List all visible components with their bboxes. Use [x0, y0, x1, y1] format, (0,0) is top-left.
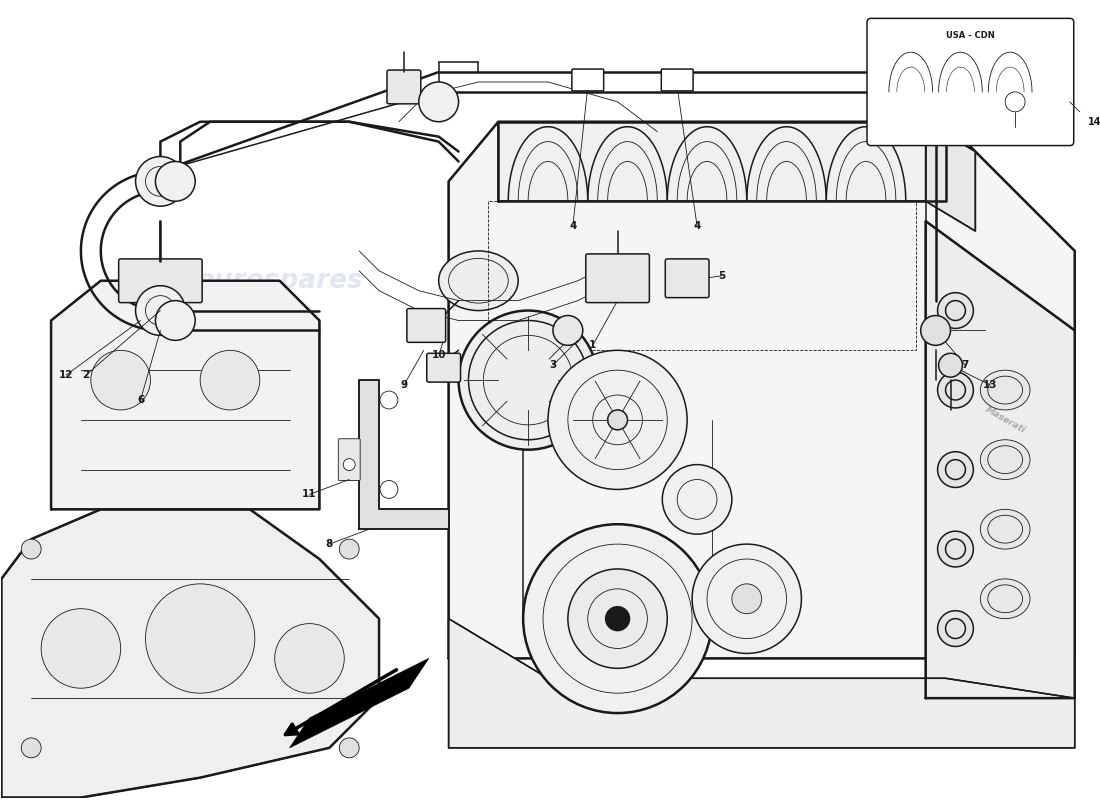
Polygon shape: [449, 618, 1075, 748]
Circle shape: [692, 544, 802, 654]
Ellipse shape: [980, 370, 1030, 410]
Text: 8: 8: [326, 539, 333, 549]
Circle shape: [339, 738, 360, 758]
Text: 11: 11: [302, 490, 317, 499]
Polygon shape: [926, 122, 976, 231]
Polygon shape: [926, 221, 1075, 698]
Circle shape: [343, 458, 355, 470]
Ellipse shape: [459, 310, 597, 450]
Text: eurospares: eurospares: [196, 268, 363, 294]
Circle shape: [21, 738, 41, 758]
FancyBboxPatch shape: [387, 70, 421, 104]
Text: eurospares: eurospares: [564, 566, 730, 592]
Circle shape: [606, 606, 629, 630]
Text: USA - CDN: USA - CDN: [946, 30, 994, 40]
Circle shape: [607, 410, 627, 430]
Text: 9: 9: [400, 380, 407, 390]
Text: 10: 10: [431, 350, 446, 360]
Ellipse shape: [439, 251, 518, 310]
Circle shape: [200, 350, 260, 410]
Circle shape: [155, 301, 195, 340]
Circle shape: [921, 315, 950, 346]
Circle shape: [937, 452, 974, 487]
Polygon shape: [498, 122, 946, 202]
Circle shape: [419, 82, 459, 122]
Text: 4: 4: [569, 221, 576, 231]
Polygon shape: [51, 281, 319, 510]
FancyArrowPatch shape: [285, 670, 396, 734]
Circle shape: [937, 531, 974, 567]
FancyBboxPatch shape: [572, 69, 604, 91]
Circle shape: [379, 391, 398, 409]
Circle shape: [135, 157, 185, 206]
Circle shape: [937, 372, 974, 408]
Circle shape: [568, 569, 668, 668]
Polygon shape: [449, 122, 1075, 658]
FancyBboxPatch shape: [586, 254, 649, 302]
FancyBboxPatch shape: [666, 259, 710, 298]
Text: 13: 13: [983, 380, 998, 390]
Text: Maserati: Maserati: [983, 405, 1026, 435]
Circle shape: [662, 465, 732, 534]
Ellipse shape: [980, 440, 1030, 479]
Circle shape: [275, 624, 344, 693]
Circle shape: [145, 584, 255, 693]
Text: 3: 3: [549, 360, 557, 370]
Circle shape: [21, 539, 41, 559]
Circle shape: [155, 162, 195, 202]
Polygon shape: [360, 380, 449, 529]
Text: 4: 4: [693, 221, 701, 231]
FancyBboxPatch shape: [661, 69, 693, 91]
Circle shape: [135, 286, 185, 335]
Polygon shape: [289, 658, 429, 748]
Circle shape: [938, 354, 962, 377]
Circle shape: [732, 584, 761, 614]
Text: 7: 7: [961, 360, 969, 370]
FancyBboxPatch shape: [427, 354, 461, 382]
FancyBboxPatch shape: [119, 259, 202, 302]
FancyBboxPatch shape: [407, 309, 446, 342]
Ellipse shape: [980, 510, 1030, 549]
Text: 2: 2: [82, 370, 89, 380]
Circle shape: [937, 293, 974, 329]
Text: 1: 1: [590, 340, 596, 350]
Circle shape: [937, 610, 974, 646]
Text: 5: 5: [718, 270, 726, 281]
Text: 14: 14: [1088, 117, 1100, 126]
Circle shape: [548, 350, 688, 490]
FancyBboxPatch shape: [339, 438, 360, 481]
Text: 6: 6: [136, 395, 144, 405]
Circle shape: [379, 481, 398, 498]
Circle shape: [41, 609, 121, 688]
FancyBboxPatch shape: [867, 18, 1074, 146]
Circle shape: [91, 350, 151, 410]
Polygon shape: [1, 510, 380, 798]
Ellipse shape: [980, 579, 1030, 618]
Text: 12: 12: [58, 370, 74, 380]
Circle shape: [553, 315, 583, 346]
Circle shape: [339, 539, 360, 559]
Circle shape: [524, 524, 712, 713]
Circle shape: [1005, 92, 1025, 112]
